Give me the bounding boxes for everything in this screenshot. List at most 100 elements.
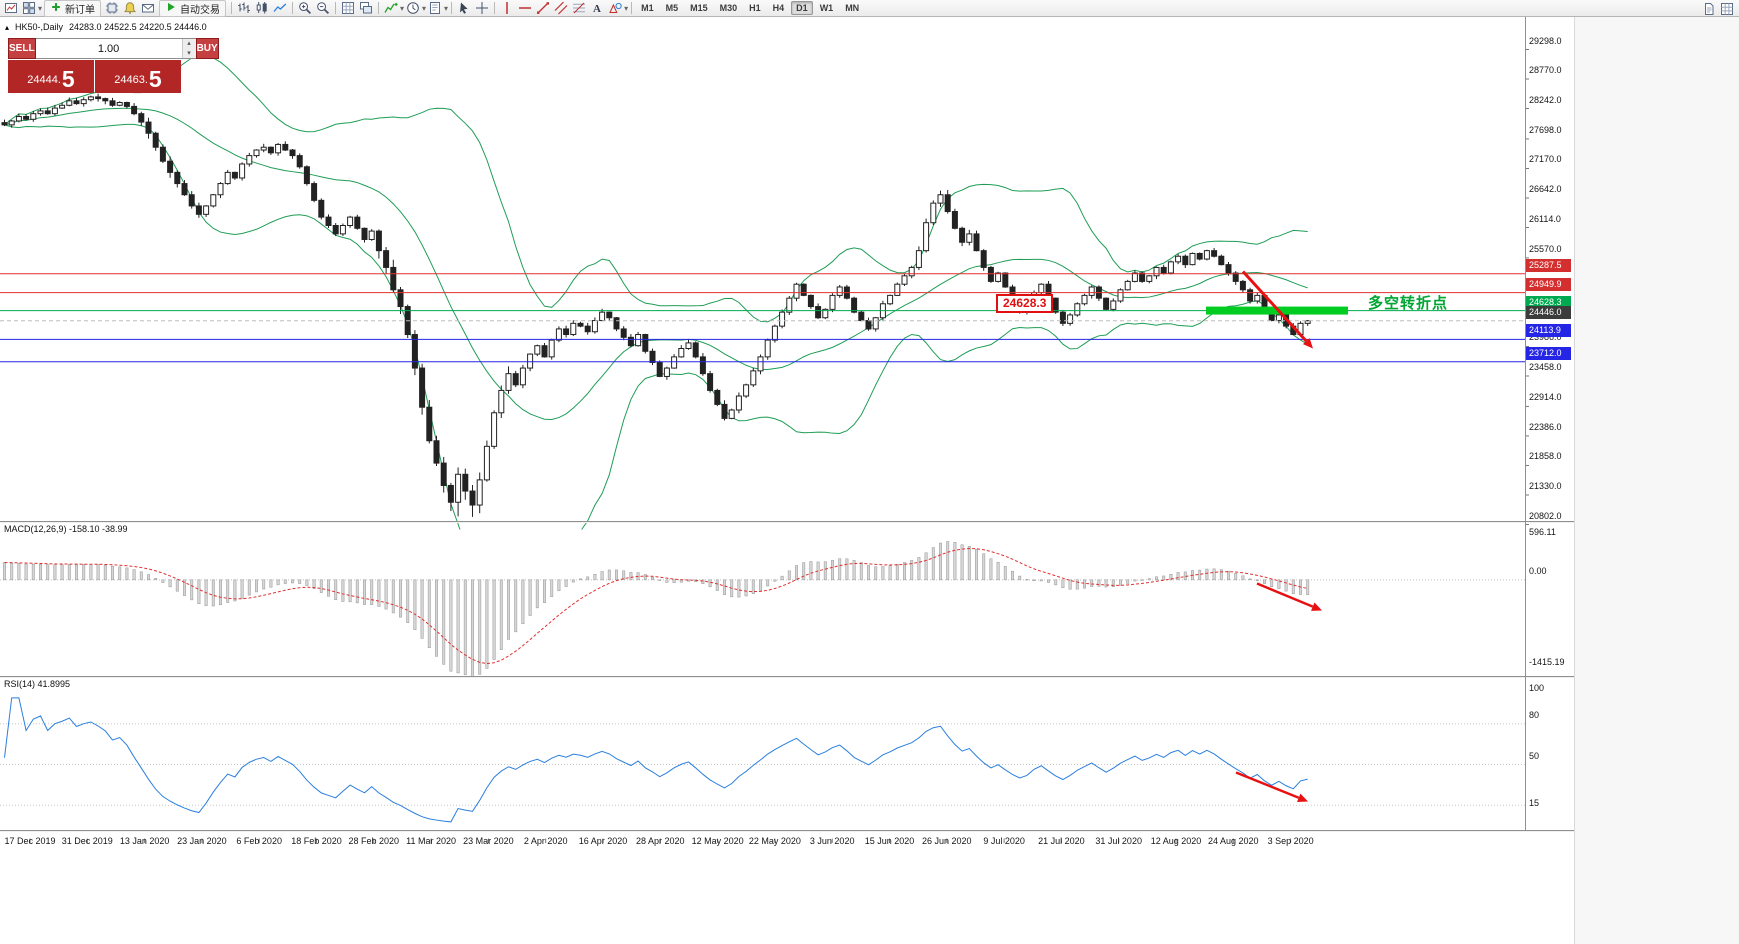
- date-label: 3 Sep 2020: [1267, 836, 1314, 846]
- timeframe-m1-button[interactable]: M1: [641, 3, 654, 13]
- dropdown-caret-icon[interactable]: ▾: [400, 3, 405, 13]
- sell-price-display[interactable]: 24444. 5: [8, 60, 94, 93]
- rsi-label: RSI(14) 41.8995: [4, 679, 71, 689]
- right-empty-panel: [1574, 17, 1739, 944]
- date-label: 12 May 2020: [691, 836, 744, 846]
- date-label: 11 Mar 2020: [406, 836, 457, 846]
- timeframe-w1-button[interactable]: W1: [819, 3, 834, 13]
- toolbar-right-icon-1[interactable]: [1700, 1, 1718, 16]
- buy-price-display[interactable]: 24463. 5: [95, 60, 181, 93]
- auto-trading-button[interactable]: 自动交易: [159, 0, 227, 17]
- volume-decrease-button[interactable]: ▾: [182, 48, 196, 58]
- rsi-scale-label: 50: [1529, 750, 1540, 761]
- price-tag: 24628.3: [1526, 295, 1571, 309]
- crosshair-icon[interactable]: [473, 1, 491, 16]
- cursor-icon[interactable]: [455, 1, 473, 16]
- rsi-panel-splitter[interactable]: [0, 676, 1574, 677]
- price-axis-line: [1525, 17, 1526, 830]
- indicators-icon[interactable]: [382, 1, 400, 16]
- chart-profiles-icon[interactable]: [20, 1, 38, 16]
- new-order-button[interactable]: 新订单: [44, 0, 102, 17]
- buy-price-big-digit: 5: [148, 66, 162, 92]
- main-toolbar: ▾ 新订单 自动交易 ▾ ▾ ▾ A ▾ M1 M5 M15 M30 H1 H4 D1 W1 MN: [0, 0, 1739, 17]
- dropdown-caret-icon[interactable]: ▾: [444, 3, 449, 13]
- new-chart-icon[interactable]: [2, 1, 20, 16]
- mailbox-icon[interactable]: [139, 1, 157, 16]
- date-label: 13 Jan 2020: [119, 836, 170, 846]
- candlestick-chart-icon[interactable]: [253, 1, 271, 16]
- rsi-scale-label: 15: [1529, 798, 1540, 809]
- buy-button[interactable]: BUY: [195, 38, 219, 59]
- date-label: 31 Dec 2019: [61, 836, 113, 846]
- date-label: 23 Jan 2020: [177, 836, 227, 846]
- macd-panel-splitter[interactable]: [0, 521, 1574, 522]
- text-label-icon[interactable]: A: [588, 1, 606, 16]
- play-icon: [165, 1, 177, 16]
- date-label: 23 Mar 2020: [463, 836, 514, 846]
- sell-button[interactable]: SELL: [8, 38, 36, 59]
- macd-scale-label: 0.00: [1529, 565, 1547, 576]
- macd-label: MACD(12,26,9) -158.10 -38.99: [4, 524, 128, 534]
- date-label: 12 Aug 2020: [1150, 836, 1202, 846]
- macd-scale-label: -1415.19: [1529, 657, 1565, 667]
- cascade-windows-icon[interactable]: [357, 1, 375, 16]
- dropdown-caret-icon[interactable]: ▾: [422, 3, 427, 13]
- price-axis-label: 28770.0: [1529, 65, 1562, 76]
- timeframe-h4-button[interactable]: H4: [772, 3, 785, 13]
- one-click-trading-widget: SELL ▴ ▾ BUY 24444.5 24463.5: [8, 38, 219, 93]
- price-axis-label: 21858.0: [1529, 451, 1562, 462]
- zoom-out-icon[interactable]: [314, 1, 332, 16]
- price-axis-label: 29298.0: [1529, 35, 1562, 46]
- date-label: 17 Dec 2019: [4, 836, 56, 846]
- horizontal-line-icon[interactable]: [516, 1, 534, 16]
- chart-canvas[interactable]: [0, 17, 1739, 944]
- trendline-icon[interactable]: [534, 1, 552, 16]
- timeframe-d1-button[interactable]: D1: [791, 1, 813, 15]
- price-axis-label: 25570.0: [1529, 243, 1562, 254]
- price-tag: 24113.9: [1526, 324, 1571, 338]
- date-label: 31 Jul 2020: [1095, 836, 1142, 846]
- toolbar-right-icon-2[interactable]: [1718, 1, 1736, 16]
- dropdown-caret-icon[interactable]: ▾: [624, 3, 629, 13]
- price-axis-label: 27698.0: [1529, 124, 1562, 135]
- fibonacci-icon[interactable]: [570, 1, 588, 16]
- timeframe-h1-button[interactable]: H1: [749, 3, 761, 13]
- buy-price-main: 24463.: [114, 74, 148, 86]
- date-label: 21 Jul 2020: [1038, 836, 1085, 846]
- arrows-icon[interactable]: [606, 1, 624, 16]
- plus-icon: [50, 1, 62, 16]
- sell-price-main: 24444.: [27, 74, 61, 86]
- toolbar-separator: [292, 2, 294, 14]
- templates-icon[interactable]: [426, 1, 444, 16]
- date-label: 3 Jun 2020: [809, 836, 855, 846]
- toolbar-separator: [378, 2, 380, 14]
- bar-chart-icon[interactable]: [235, 1, 253, 16]
- price-tag: 24446.0: [1526, 305, 1571, 319]
- toolbar-separator: [231, 2, 233, 14]
- timeframe-mn-button[interactable]: MN: [845, 3, 860, 13]
- volume-increase-button[interactable]: ▴: [182, 39, 196, 49]
- zoom-in-icon[interactable]: [296, 1, 314, 16]
- toolbar-separator: [494, 2, 496, 14]
- date-label: 6 Feb 2020: [236, 836, 282, 846]
- timeframe-m15-button[interactable]: M15: [690, 3, 708, 13]
- price-axis-label: 22914.0: [1529, 392, 1562, 403]
- periods-icon[interactable]: [404, 1, 422, 16]
- timeframe-m5-button[interactable]: M5: [665, 3, 679, 13]
- volume-field: ▴ ▾: [35, 38, 196, 59]
- dropdown-caret-icon[interactable]: ▾: [38, 3, 43, 13]
- timeframe-m30-button[interactable]: M30: [719, 3, 738, 13]
- date-label: 22 May 2020: [748, 836, 801, 846]
- line-chart-icon[interactable]: [271, 1, 289, 16]
- vertical-line-icon[interactable]: [498, 1, 516, 16]
- expert-advisors-icon[interactable]: [103, 1, 121, 16]
- turning-point-annotation: 多空转折点: [1368, 295, 1449, 312]
- alerts-icon[interactable]: [121, 1, 139, 16]
- volume-input[interactable]: [35, 39, 182, 58]
- date-label: 2 Apr 2020: [523, 836, 568, 846]
- equidistant-channel-icon[interactable]: [552, 1, 570, 16]
- chart-ohlc-label: 24283.0 24522.5 24220.5 24446.0: [69, 22, 207, 32]
- rsi-scale-label: 100: [1529, 682, 1545, 693]
- tile-windows-icon[interactable]: [339, 1, 357, 16]
- date-label: 9 Jul 2020: [983, 836, 1025, 846]
